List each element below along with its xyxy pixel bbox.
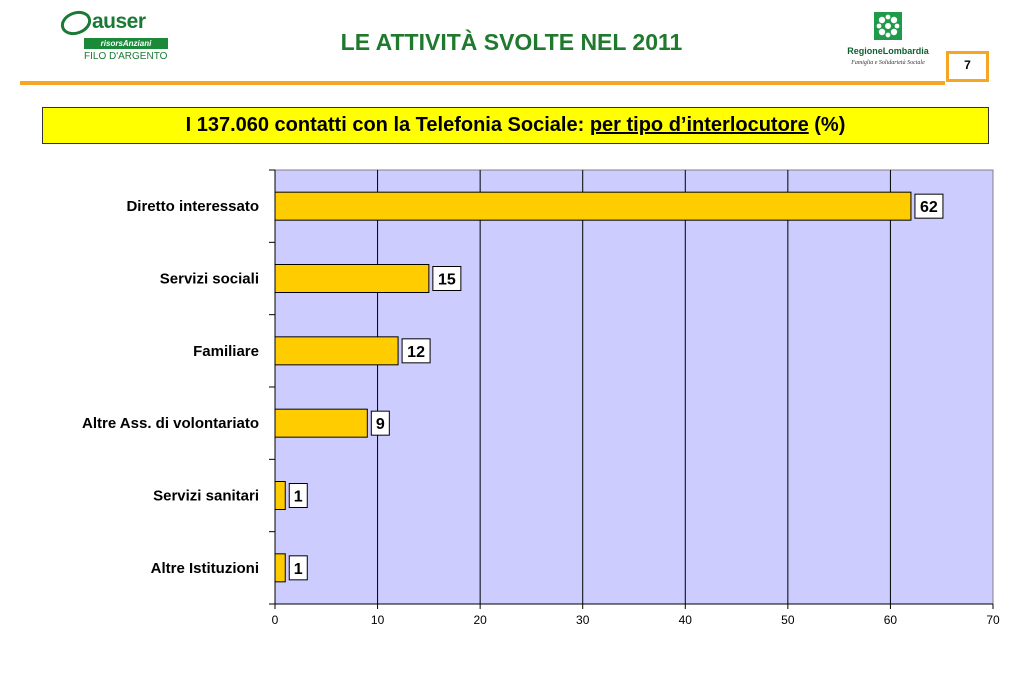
bar — [274, 264, 430, 293]
x-tick-label: 30 — [576, 613, 590, 627]
chart-banner: I 137.060 contatti con la Telefonia Soci… — [42, 107, 989, 144]
category-label: Familiare — [193, 343, 259, 360]
page-title: LE ATTIVITÀ SVOLTE NEL 2011 — [340, 29, 683, 55]
bar — [274, 336, 399, 366]
plot-area — [274, 169, 994, 605]
category-label: Servizi sociali — [160, 271, 259, 288]
data-label-box — [401, 338, 431, 364]
x-tick-label: 40 — [679, 613, 693, 627]
data-label: 9 — [376, 416, 385, 433]
data-label: 15 — [438, 272, 456, 289]
data-label: 62 — [920, 199, 938, 216]
data-label: 12 — [407, 344, 425, 361]
data-label: 1 — [294, 561, 303, 578]
data-label-box — [370, 410, 390, 436]
category-label: Servizi sanitari — [153, 488, 259, 505]
bar — [274, 553, 286, 583]
region-logo-name: RegioneLombardia — [847, 46, 929, 56]
x-tick-label: 70 — [986, 613, 1000, 627]
data-label-box — [288, 483, 308, 508]
x-tick-label: 10 — [371, 613, 385, 627]
data-label-box — [432, 266, 462, 291]
bar — [274, 481, 286, 510]
page-number: 7 — [946, 51, 989, 82]
banner-suffix: (%) — [808, 114, 846, 136]
x-tick-label: 0 — [272, 613, 279, 627]
data-label-box — [914, 193, 944, 219]
x-tick-label: 50 — [781, 613, 795, 627]
region-lombardia-logo: RegioneLombardia Famiglia e Solidarietà … — [838, 10, 938, 72]
banner-underlined: per tipo d’interlocutore — [589, 114, 809, 136]
data-label-box — [288, 555, 308, 581]
auser-logo: auser risorsAnziani FILO D'ARGENTO — [58, 8, 170, 66]
region-logo-sub: Famiglia e Solidarietà Sociale — [851, 60, 925, 66]
category-label: Diretto interessato — [126, 198, 259, 215]
lombardia-rose-icon — [874, 12, 902, 40]
banner-prefix: I 137.060 contatti con la Telefonia Soci… — [185, 114, 590, 136]
x-tick-label: 20 — [473, 613, 487, 627]
auser-logo-sub: FILO D'ARGENTO — [84, 51, 168, 62]
auser-logo-name: auser — [92, 10, 146, 33]
auser-swirl-icon — [60, 10, 92, 36]
auser-logo-bar: risorsAnziani — [84, 38, 168, 49]
data-label: 1 — [294, 489, 303, 506]
category-label: Altre Ass. di volontariato — [82, 415, 259, 432]
category-label: Altre Istituzioni — [151, 560, 259, 577]
bar — [274, 408, 368, 438]
header-divider — [20, 81, 945, 85]
x-tick-label: 60 — [884, 613, 898, 627]
bar — [274, 191, 912, 221]
